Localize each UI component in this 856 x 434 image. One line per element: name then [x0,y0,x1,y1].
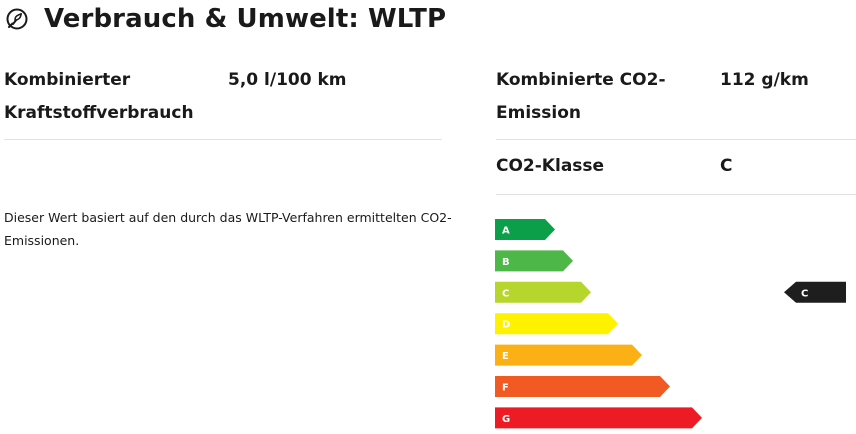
efficiency-bar-g: G [495,407,702,429]
current-class-indicator-letter: C [801,288,808,299]
emission-label-line-2: Emission [496,103,581,123]
emission-label: Kombinierte CO2- Emission [496,64,666,130]
divider-consumption [4,139,442,140]
efficiency-bar-f: F [495,376,670,397]
consumption-label-line-1: Kombinierter [4,70,131,90]
efficiency-bar-letter: G [502,414,510,425]
efficiency-bar-letter: E [502,351,509,362]
co2-class-value: C [720,156,733,176]
efficiency-bar-letter: B [502,257,510,268]
wltp-note: Dieser Wert basiert auf den durch das WL… [4,210,452,248]
section-header: Verbrauch & Umwelt: WLTP [4,0,446,38]
leaf-icon [4,6,30,32]
consumption-label: Kombinierter Kraftstoffverbrauch [4,64,194,130]
efficiency-bar-letter: C [502,288,509,299]
efficiency-bar-shape [495,281,591,303]
efficiency-bar-a: A [495,219,555,240]
efficiency-bar-b: B [495,250,573,272]
efficiency-bar-shape [495,344,642,366]
efficiency-bar-shape [495,376,670,397]
co2-class-label: CO2-Klasse [496,156,605,176]
current-class-indicator: C [784,281,846,303]
efficiency-bar-shape [495,250,573,272]
efficiency-bar-shape [495,313,618,335]
efficiency-bar-letter: A [502,226,510,237]
divider-class [496,194,856,195]
efficiency-bar-shape [495,219,555,240]
efficiency-bar-letter: D [502,320,510,331]
emission-value: 112 g/km [720,70,809,90]
efficiency-bar-letter: F [502,383,509,394]
consumption-label-line-2: Kraftstoffverbrauch [4,103,194,123]
efficiency-bar-c: C [495,281,591,303]
page-title: Verbrauch & Umwelt: WLTP [44,4,447,34]
emission-label-line-1: Kombinierte CO2- [496,70,666,90]
efficiency-bar-d: D [495,313,618,335]
current-class-indicator-shape [784,281,846,303]
consumption-value: 5,0 l/100 km [228,70,347,90]
divider-emission [496,139,856,140]
efficiency-bar-e: E [495,344,642,366]
efficiency-bar-shape [495,407,702,429]
